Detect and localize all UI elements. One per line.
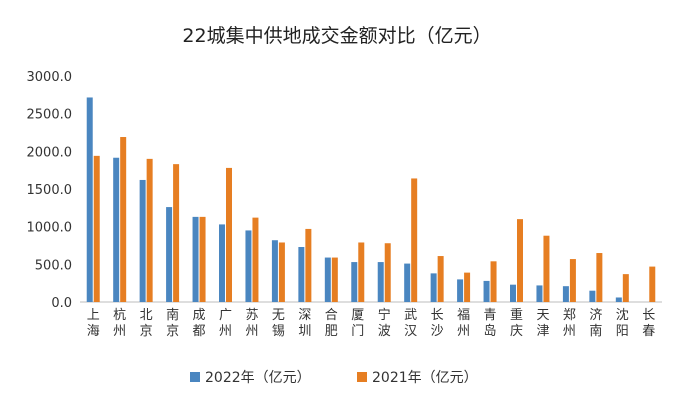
bar-2022 [86,97,93,302]
bar-2021 [649,266,656,302]
legend: 2022年（亿元） 2021年（亿元） [190,370,478,386]
bar-2021 [199,216,206,302]
bar-2021 [596,253,603,302]
bar-2022 [219,224,225,302]
y-tick-label: 2000.0 [27,145,73,160]
bar-2022 [192,216,199,302]
x-tick-label: 南京 [166,307,179,339]
bar-2022 [562,286,569,302]
bar-2021 [622,274,629,302]
x-tick-label: 厦门 [351,308,364,339]
x-tick-label: 成都 [193,308,206,339]
bar-2021 [305,228,312,302]
x-tick-label: 无锡 [272,308,285,339]
bar-2022 [245,230,252,302]
y-tick-label: 1500.0 [27,183,73,198]
bar-2021 [252,217,259,302]
bar-2022 [324,257,331,302]
x-tick-label: 苏州 [245,307,258,339]
bar-2021 [543,235,550,302]
legend-label-2022: 2022年（亿元） [205,370,311,386]
x-tick-label: 武汉 [404,308,417,339]
chart-title: 22城集中供地成交金额对比（亿元） [182,25,491,47]
bar-2022 [166,207,173,302]
x-tick-label: 郑州 [563,308,576,339]
x-tick-label: 福州 [457,308,470,339]
bar-2022 [483,280,490,302]
x-tick-label: 长沙 [431,308,444,339]
bar-2022 [139,179,146,302]
x-tick-label: 北京 [140,308,153,339]
x-tick-label: 杭州 [113,308,126,339]
bar-2022 [271,240,278,302]
legend-label-2021: 2021年（亿元） [372,370,478,386]
bar-2022 [536,285,543,302]
x-tick-label: 青岛 [484,308,497,339]
bar-2021 [331,257,338,302]
bar-2022 [510,284,516,302]
bar-2021 [146,158,153,302]
x-tick-label: 合肥 [325,308,338,339]
y-tick-label: 3000.0 [27,70,73,85]
y-tick-label: 0.0 [51,296,72,311]
bar-2021 [173,164,180,302]
bar-2022 [404,263,411,302]
bar-2022 [615,297,622,302]
bar-2021 [569,259,576,302]
bar-2021 [120,137,127,302]
x-tick-label: 天津 [536,308,549,339]
bar-2021 [384,243,391,302]
x-tick-label: 深圳 [298,308,311,339]
x-tick-label: 重庆 [510,307,523,339]
bar-2021 [411,178,418,302]
y-tick-label: 2500.0 [27,108,73,123]
x-tick-label: 沈阳 [616,308,629,339]
bar-2021 [517,219,523,302]
bar-2022 [589,290,596,302]
bar-2021 [358,242,365,302]
y-tick-label: 1000.0 [27,221,73,236]
bar-2022 [113,157,120,302]
bar-2021 [464,272,471,302]
bar-2021 [490,261,497,302]
bar-2022 [430,273,437,302]
x-tick-label: 济南 [589,308,602,339]
bars [86,97,656,302]
legend-swatch-2021 [357,372,367,382]
bar-2021 [278,242,285,302]
x-tick-label: 长春 [642,308,655,339]
x-tick-label: 宁波 [378,307,391,339]
bar-2022 [377,262,384,302]
bar-2021 [93,155,100,302]
legend-swatch-2022 [190,372,200,382]
x-tick-label: 上海 [87,308,100,339]
bar-2022 [298,247,305,302]
bar-2022 [457,279,464,302]
bar-2022 [351,262,358,302]
x-tick-label: 广州 [219,308,232,339]
y-tick-label: 500.0 [35,258,72,273]
bar-2021 [226,167,232,302]
bar-2021 [437,256,444,302]
